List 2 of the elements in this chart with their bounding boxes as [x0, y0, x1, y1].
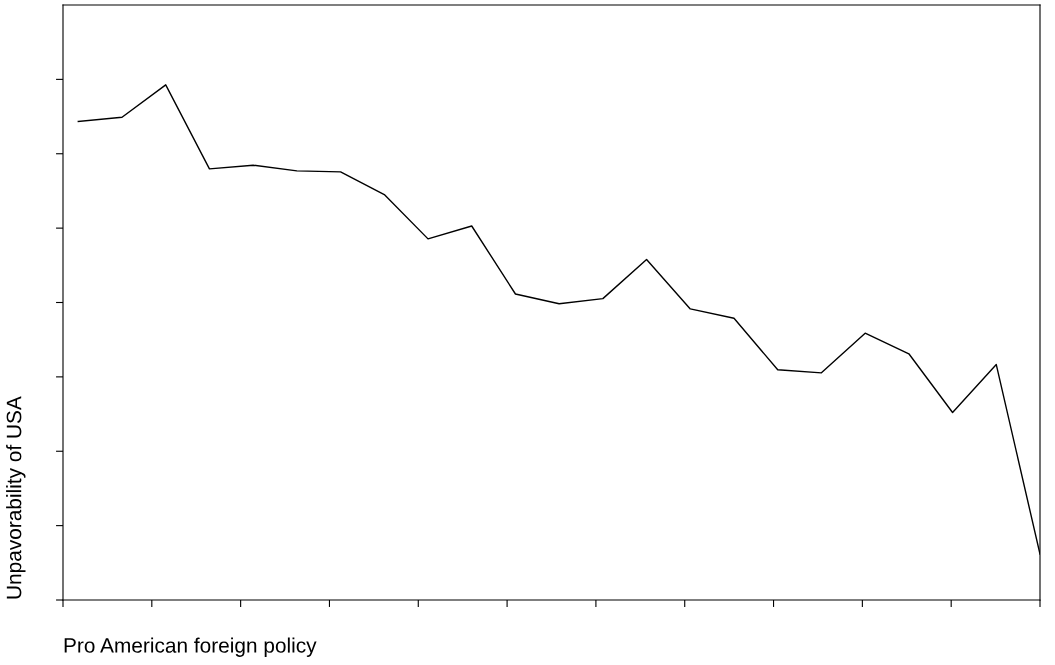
- y-axis-title: Unpavorability of USA: [6, 396, 26, 599]
- x-axis-title: Pro American foreign policy: [64, 637, 317, 657]
